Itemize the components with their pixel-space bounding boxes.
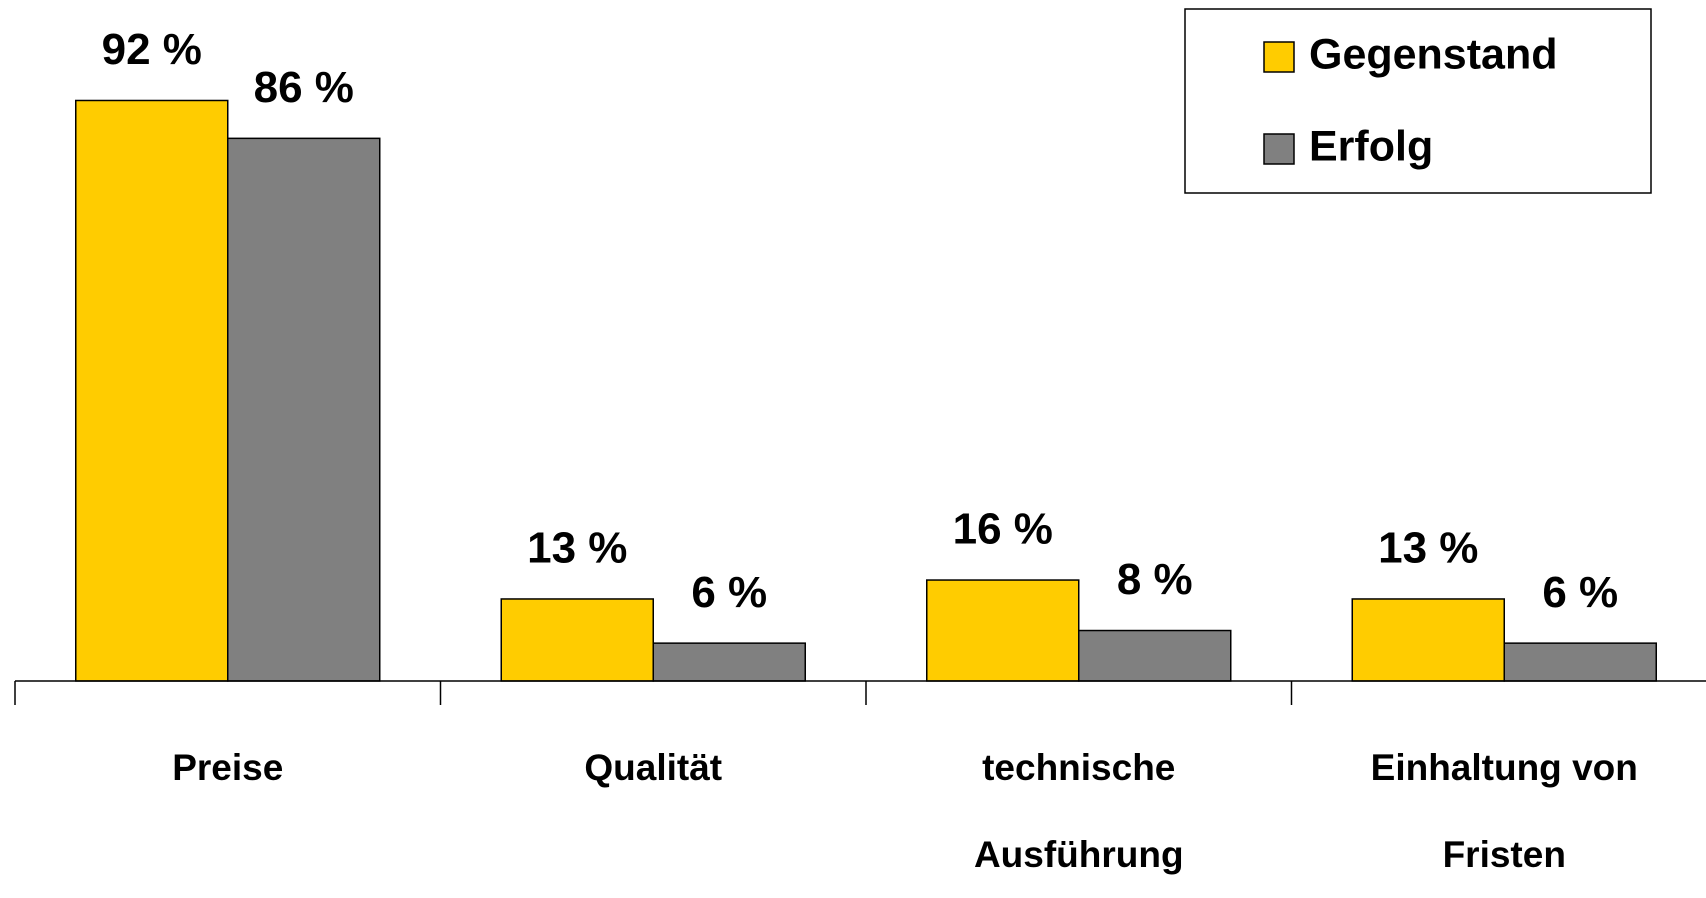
x-tick-label: technische Ausführung [973,747,1184,875]
x-tick-label: Einhaltung von Fristen [1370,747,1638,875]
value-label: 13 % [1378,524,1478,573]
legend-label: Gegenstand [1309,30,1558,78]
bar [1503,642,1657,682]
page: {"chart_data": {"type": "bar", "categori… [14,8,1706,875]
value-label: 6 % [691,568,767,617]
legend-box [1184,8,1652,194]
bar [1351,598,1505,682]
value-label: 16 % [953,505,1053,554]
bar [652,642,806,682]
value-label: 8 % [1117,555,1193,604]
bar [500,598,654,682]
bar [926,579,1080,682]
legend-label: Erfolg [1309,122,1433,170]
x-tick-label: Qualität [584,747,723,788]
bar [75,99,229,682]
bar [1078,629,1232,682]
value-label: 86 % [254,63,354,112]
value-label: 13 % [527,524,627,573]
legend-swatch [1263,133,1295,165]
value-label: 6 % [1542,568,1618,617]
chart: 92 % 13 % 16 % 13 % 86 % 6 % 8 % 6 % Gegenstand E… [14,8,1706,705]
bar [227,137,381,682]
legend-swatch [1263,41,1295,73]
x-tick-label: Preise [172,747,284,788]
value-label: 92 % [102,25,202,74]
